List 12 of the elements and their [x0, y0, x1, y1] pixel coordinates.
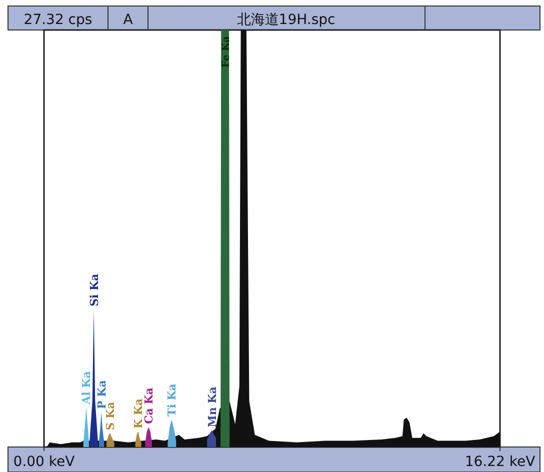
- series-label: Fe Ka: [221, 35, 232, 68]
- text: Ti Ka: [166, 384, 179, 416]
- text: Mn Ka: [206, 386, 219, 428]
- text: K Ka: [132, 398, 146, 429]
- text: Al Ka: [80, 371, 94, 406]
- x-tick-label: 16.22 keV: [464, 454, 536, 470]
- text: A: [123, 12, 134, 28]
- text: 27.32 cps: [24, 12, 92, 28]
- text: Si Ka: [88, 274, 101, 306]
- chart-title: 北海道19H.spc: [236, 12, 336, 28]
- x-tick-label: 0.00 keV: [13, 454, 76, 470]
- text: Ca Ka: [142, 388, 156, 424]
